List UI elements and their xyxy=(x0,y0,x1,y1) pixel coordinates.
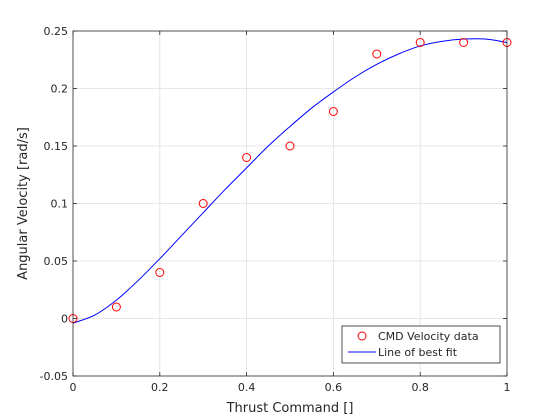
legend-label-best-fit: Line of best fit xyxy=(378,346,458,359)
data-point-marker xyxy=(415,38,425,47)
y-axis-label: Angular Velocity [rad/s] xyxy=(16,127,31,280)
x-axis-label: Thrust Command [] xyxy=(226,401,354,416)
x-tick-label: 0.2 xyxy=(151,381,169,394)
data-point-marker xyxy=(242,153,252,162)
y-tick-label: -0.05 xyxy=(40,370,68,383)
grid-lines xyxy=(73,31,507,376)
y-tick-label: 0.15 xyxy=(44,140,69,153)
data-point-marker xyxy=(155,268,165,277)
x-tick-label: 0.6 xyxy=(325,381,343,394)
data-point-marker xyxy=(328,107,338,116)
data-point-marker xyxy=(198,199,208,208)
data-point-marker xyxy=(459,38,469,47)
y-tick-label: 0.2 xyxy=(51,83,69,96)
y-tick-label: 0 xyxy=(61,313,68,326)
y-tick-label: 0.1 xyxy=(51,198,69,211)
legend: CMD Velocity data Line of best fit xyxy=(341,325,501,364)
x-tick-label: 0.8 xyxy=(411,381,429,394)
x-tick-label: 1 xyxy=(504,381,511,394)
data-point-marker xyxy=(372,49,382,59)
best-fit-line xyxy=(72,38,508,324)
legend-marker-cmd-velocity xyxy=(357,331,367,341)
y-tick-label: 0.05 xyxy=(44,255,69,268)
y-tick-label: 0.25 xyxy=(44,25,69,38)
x-tick-label: 0.4 xyxy=(238,381,256,394)
data-point-marker xyxy=(111,302,121,312)
legend-box xyxy=(341,325,501,364)
x-tick-label: 0 xyxy=(70,381,77,394)
data-point-marker xyxy=(285,141,295,151)
legend-label-cmd-velocity: CMD Velocity data xyxy=(378,330,479,343)
